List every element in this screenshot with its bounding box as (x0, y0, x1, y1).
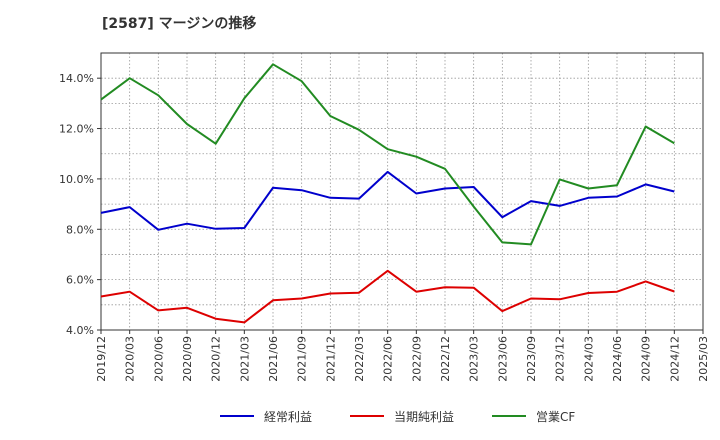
legend-label: 当期純利益 (394, 410, 454, 424)
x-tick-label: 2020/09 (181, 336, 194, 382)
x-tick-label: 2023/03 (468, 336, 481, 382)
x-tick-label: 2021/06 (267, 336, 280, 382)
series-line-経常利益 (100, 170, 675, 231)
y-axis: 4.0% 6.0% 8.0% 10.0% 12.0% 14.0% (59, 72, 101, 337)
x-tick-label: 2019/12 (95, 336, 108, 382)
x-tick-label: 2021/12 (324, 336, 337, 382)
x-axis: 2019/12 2020/03 2020/06 2020/09 2020/12 2021/… (95, 330, 710, 382)
y-tick-label: 6.0% (66, 274, 94, 287)
x-tick-label: 2024/12 (668, 336, 681, 382)
y-tick-label: 8.0% (66, 223, 94, 236)
legend: 経常利益 当期純利益 営業CF (220, 410, 575, 424)
chart-title: [2587] マージンの推移 (102, 15, 256, 32)
legend-label: 経常利益 (264, 410, 312, 424)
plot-area (100, 52, 704, 331)
x-tick-label: 2022/03 (353, 336, 366, 382)
x-tick-label: 2022/06 (382, 336, 395, 382)
x-tick-label: 2024/09 (640, 336, 653, 382)
series-line-当期純利益 (100, 269, 675, 324)
x-tick-label: 2023/12 (554, 336, 567, 382)
grid (101, 52, 703, 330)
legend-label: 営業CF (536, 410, 575, 424)
x-tick-label: 2020/03 (124, 336, 137, 382)
series-lines (100, 63, 675, 324)
y-tick-label: 14.0% (59, 72, 94, 85)
x-tick-label: 2021/09 (296, 336, 309, 382)
x-tick-label: 2024/03 (582, 336, 595, 382)
series-line-営業CF (100, 63, 675, 246)
x-tick-label: 2022/12 (439, 336, 452, 382)
y-tick-label: 4.0% (66, 324, 94, 337)
x-tick-label: 2023/06 (496, 336, 509, 382)
x-tick-label: 2023/09 (525, 336, 538, 382)
y-tick-label: 12.0% (59, 123, 94, 136)
x-tick-label: 2024/06 (611, 336, 624, 382)
x-tick-label: 2025/03 (697, 336, 710, 382)
x-tick-label: 2020/06 (152, 336, 165, 382)
y-tick-label: 10.0% (59, 173, 94, 186)
x-tick-label: 2020/12 (210, 336, 223, 382)
x-tick-label: 2021/03 (238, 336, 251, 382)
x-tick-label: 2022/09 (410, 336, 423, 382)
